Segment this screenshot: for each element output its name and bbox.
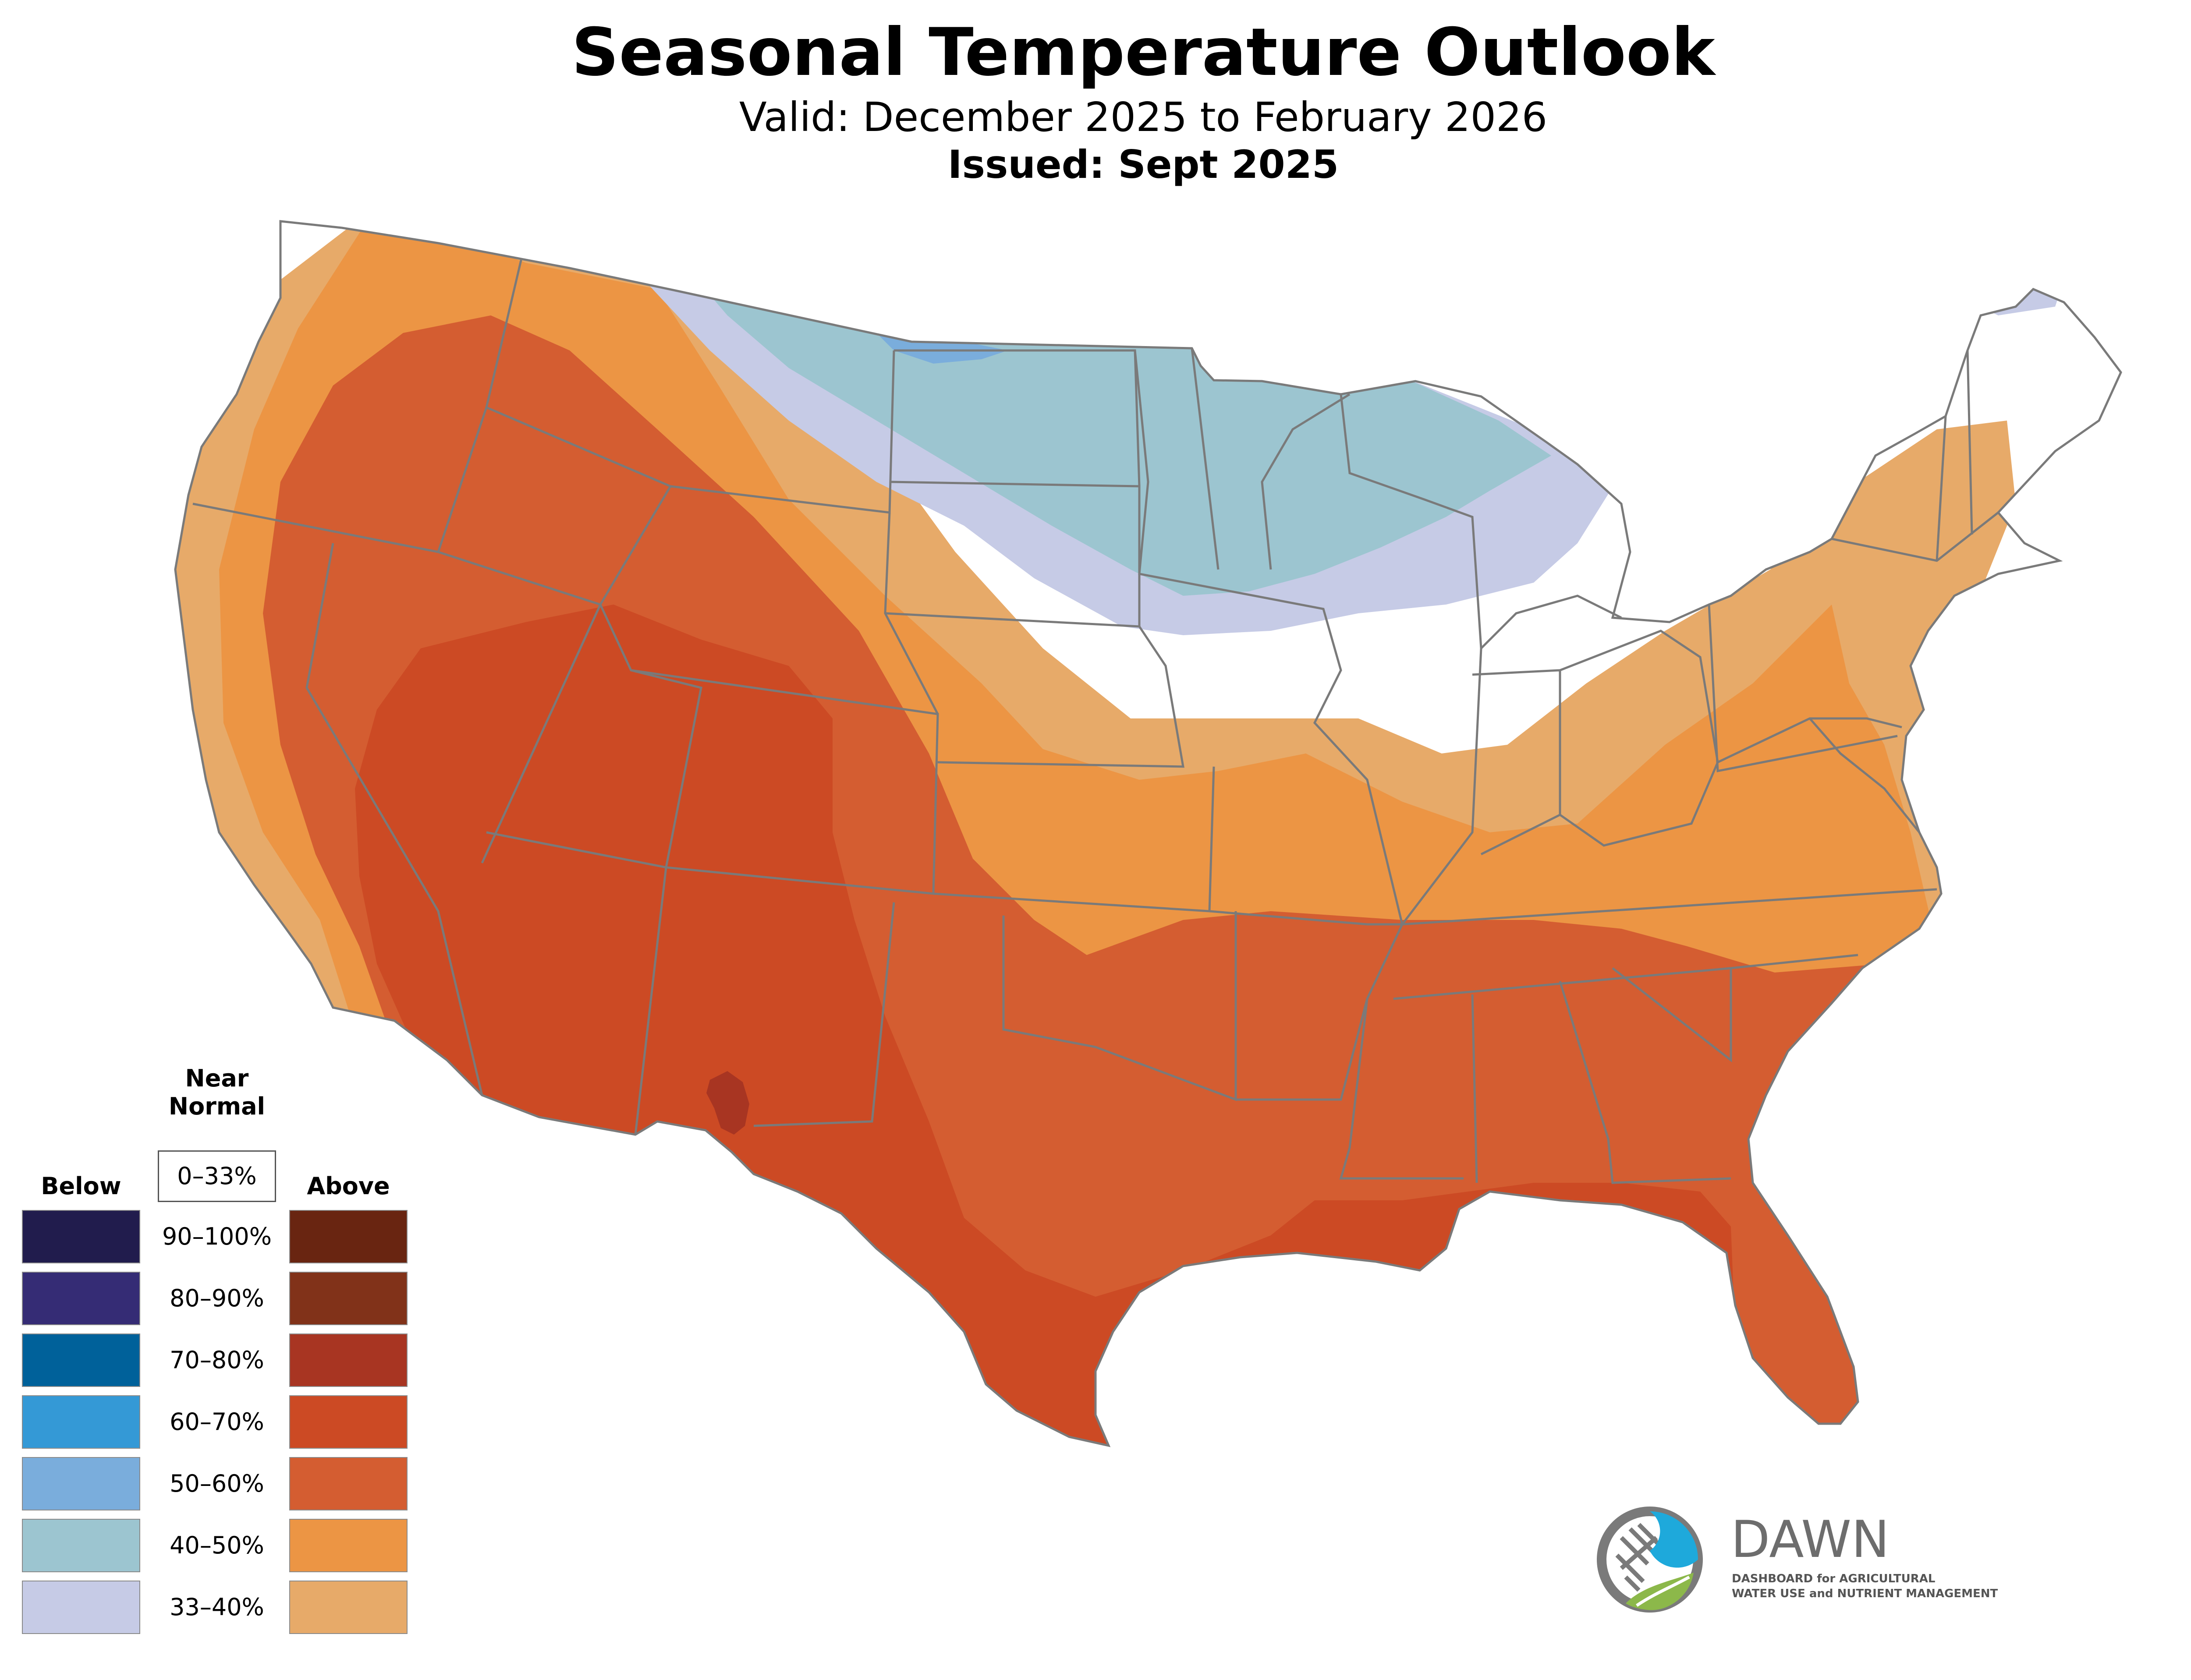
legend-swatch-below-6 [22, 1581, 140, 1634]
region-below-40-50 [701, 285, 1551, 596]
legend-swatch-above-6 [289, 1581, 408, 1634]
region-above-70-80 [706, 1071, 749, 1135]
legend-swatch-below-4 [22, 1457, 140, 1510]
dawn-logo-name: DAWN [1731, 1510, 1890, 1569]
legend-swatch-below-5 [22, 1519, 140, 1572]
legend-swatch-below-2 [22, 1333, 140, 1387]
legend-near-normal-header: Near Normal [158, 1065, 276, 1121]
legend-near-label: Near [185, 1065, 249, 1092]
dawn-logo-grid-lines [1615, 1523, 1667, 1592]
legend-normal-label: Normal [168, 1093, 266, 1120]
valid-period: Valid: December 2025 to February 2026 [739, 94, 1548, 141]
legend-swatch-above-4 [289, 1457, 408, 1510]
legend-swatch-below-0 [22, 1210, 140, 1263]
legend-range-label: 90–100% [162, 1223, 272, 1250]
legend-range-label: 33–40% [170, 1593, 264, 1621]
dawn-logo [1597, 1507, 1703, 1613]
map-title: Seasonal Temperature Outlook [571, 14, 1715, 91]
dawn-logo-leaf-vein [1636, 1575, 1690, 1607]
dawn-logo-water-drop [1650, 1511, 1698, 1568]
legend-range-label: 40–50% [170, 1531, 264, 1559]
issued-date: Issued: Sept 2025 [947, 142, 1339, 187]
dawn-logo-subtitle-2: WATER USE and NUTRIENT MANAGEMENT [1732, 1587, 1998, 1600]
legend-swatch-above-5 [289, 1519, 408, 1572]
legend-above-header: Above [307, 1172, 390, 1200]
legend-range-label: 70–80% [170, 1346, 264, 1374]
legend-swatch-below-1 [22, 1272, 140, 1325]
legend-swatch-above-1 [289, 1272, 408, 1325]
legend-near-normal-range: 0–33% [158, 1150, 276, 1202]
legend-range-label: 50–60% [170, 1470, 264, 1497]
legend-swatch-above-2 [289, 1333, 408, 1387]
legend-range-label: 80–90% [170, 1284, 264, 1312]
dawn-logo-subtitle-1: DASHBOARD for AGRICULTURAL [1732, 1572, 1936, 1585]
legend-below-header: Below [41, 1172, 121, 1200]
legend-range-label: 60–70% [170, 1408, 264, 1436]
legend-swatch-above-3 [289, 1395, 408, 1449]
legend-swatch-below-3 [22, 1395, 140, 1449]
legend-swatch-above-0 [289, 1210, 408, 1263]
state-borders [175, 221, 2121, 1446]
